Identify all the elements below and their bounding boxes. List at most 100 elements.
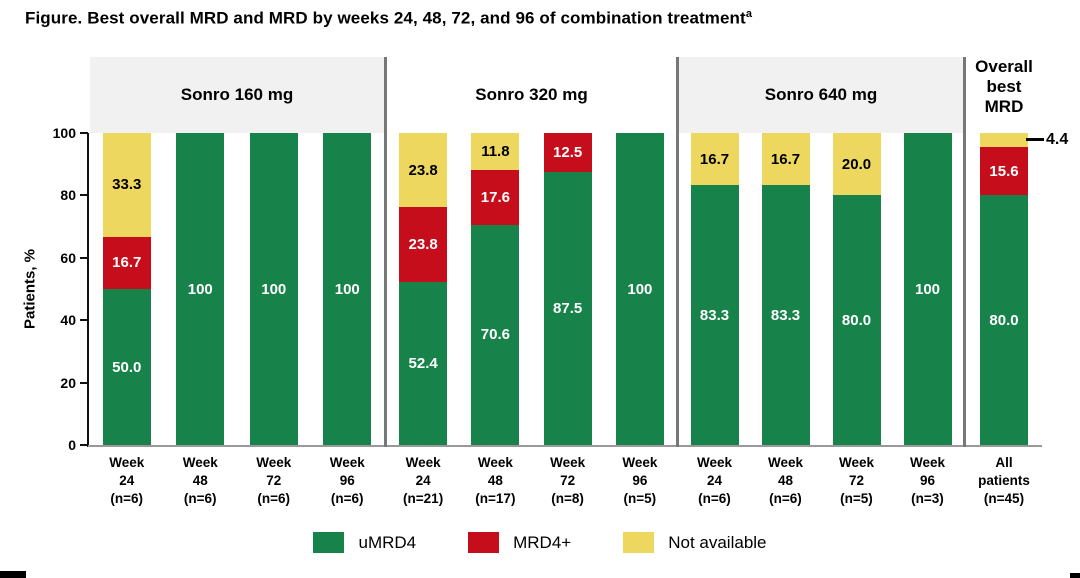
bar-axis-label: Week 96 (n=5) bbox=[622, 454, 657, 507]
bar-column-week-48-n-17: 11.8 17.6 70.6 Week 48 (n=17) bbox=[459, 133, 531, 507]
legend-item-not-available: Not available bbox=[623, 532, 767, 553]
bar-segment-umrd4: 100 bbox=[903, 133, 952, 445]
panel-overall-best-mrd: Overall best MRD 15.6 80.0 All patients (n=45) bbox=[966, 57, 1042, 507]
bar-axis-label-line: Week bbox=[622, 455, 658, 470]
panel-title-line: Sonro 160 mg bbox=[180, 84, 294, 104]
bar-column-week-72-n-6: 100 Week 72 (n=6) bbox=[237, 133, 311, 507]
panel-header: Sonro 320 mg bbox=[387, 57, 676, 133]
bar-segment-umrd4: 83.3 bbox=[690, 185, 739, 445]
panel-title-line: Sonro 640 mg bbox=[764, 84, 878, 104]
not-available-swatch bbox=[623, 532, 655, 553]
y-tick-mark bbox=[80, 381, 88, 384]
bar-segment-umrd4: 80.0 bbox=[832, 195, 881, 445]
bar-axis-label-line: 72 bbox=[848, 472, 865, 488]
mrd4-swatch bbox=[468, 532, 500, 553]
bar-segment-umrd4: 80.0 bbox=[980, 195, 1028, 445]
umrd4-swatch bbox=[313, 532, 345, 553]
bar-stack: 100 bbox=[176, 133, 225, 445]
bar-stack: 23.8 23.8 52.4 bbox=[399, 133, 448, 445]
panel-title-sonro-160-mg: Sonro 160 mg bbox=[181, 85, 293, 105]
bar-axis-label-line: 72 bbox=[266, 472, 282, 488]
bar-axis-label-line: Week bbox=[182, 455, 218, 470]
panel-divider bbox=[963, 57, 966, 447]
bar-stack: 11.8 17.6 70.6 bbox=[471, 133, 520, 445]
bar-column-week-96-n-6: 100 Week 96 (n=6) bbox=[311, 133, 385, 507]
callout-value-label: 4.4 bbox=[1046, 130, 1069, 148]
bar-column-week-96-n-3: 100 Week 96 (n=3) bbox=[892, 133, 963, 507]
bar-stack: 15.6 80.0 bbox=[980, 133, 1028, 445]
legend-label: uMRD4 bbox=[358, 532, 417, 552]
bar-axis-label-line: (n=5) bbox=[840, 490, 873, 506]
bar-column-week-48-n-6: 100 Week 48 (n=6) bbox=[164, 133, 238, 507]
bottom-right-corner-mark bbox=[1070, 573, 1080, 578]
panel-sonro-640-mg: Sonro 640 mg 16.7 83.3 Week 24 (n=6) 16.7 83.3 W… bbox=[679, 57, 963, 507]
bar-axis-label-line: (n=6) bbox=[183, 490, 217, 506]
bar-axis-label-line: (n=6) bbox=[698, 490, 731, 506]
bar-stack: 100 bbox=[323, 133, 372, 445]
x-axis-line bbox=[88, 445, 1042, 447]
bar-axis-label-line: (n=5) bbox=[623, 490, 657, 506]
bar-axis-label-line: (n=6) bbox=[769, 490, 802, 506]
bar-stack: 100 bbox=[903, 133, 952, 445]
bar-stack: 100 bbox=[615, 133, 664, 445]
legend: uMRD4 MRD4+ Not available bbox=[0, 532, 1080, 553]
y-tick-label: 80 bbox=[60, 187, 76, 204]
bar-column-week-24-n-21: 23.8 23.8 52.4 Week 24 (n=21) bbox=[387, 133, 459, 507]
bar-segment-mrd4: 16.7 bbox=[102, 236, 151, 289]
legend-label: MRD4+ bbox=[513, 532, 572, 552]
bar-axis-label: Week 24 (n=6) bbox=[109, 454, 144, 507]
y-tick-label: 20 bbox=[60, 374, 76, 391]
bar-axis-label-line: 24 bbox=[706, 472, 723, 488]
panel-sonro-160-mg: Sonro 160 mg 33.3 16.7 50.0 Week 24 (n=6) 100 We… bbox=[90, 57, 384, 507]
bar-column-week-72-n-5: 20.0 80.0 Week 72 (n=5) bbox=[821, 133, 892, 507]
bar-segment-mrd4: 12.5 bbox=[543, 133, 592, 172]
bar-axis-label-line: Week bbox=[838, 455, 875, 470]
chart-title-text: Figure. Best overall MRD and MRD by week… bbox=[25, 8, 746, 28]
bar-stack: 12.5 87.5 bbox=[543, 133, 592, 445]
bar-segment-mrd4: 23.8 bbox=[399, 207, 448, 282]
bar-axis-label: Week 48 (n=17) bbox=[475, 454, 515, 507]
bar-column-all-patients-n-45: 15.6 80.0 All patients (n=45) bbox=[966, 133, 1042, 507]
bars-row: 16.7 83.3 Week 24 (n=6) 16.7 83.3 Week 48 (n=6) 20… bbox=[679, 133, 963, 507]
bar-segment-not-available: 23.8 bbox=[399, 133, 448, 208]
bar-axis-label: Week 72 (n=8) bbox=[550, 454, 585, 507]
y-axis-line bbox=[87, 133, 89, 447]
y-tick-mark bbox=[80, 132, 88, 134]
bar-segment-not-available: 33.3 bbox=[102, 133, 151, 237]
legend-item-umrd4: uMRD4 bbox=[313, 532, 416, 553]
panel-sonro-320-mg: Sonro 320 mg 23.8 23.8 52.4 Week 24 (n=21) 11.8… bbox=[387, 57, 676, 507]
y-tick-mark bbox=[80, 194, 88, 197]
bar-column-week-72-n-8: 12.5 87.5 Week 72 (n=8) bbox=[532, 133, 604, 507]
bar-stack: 20.0 80.0 bbox=[832, 133, 881, 445]
bar-segment-not-available: 16.7 bbox=[690, 133, 739, 186]
bar-axis-label-line: Week bbox=[477, 455, 513, 470]
bar-axis-label: Week 96 (n=6) bbox=[330, 454, 365, 507]
bar-segment-not-available: 11.8 bbox=[471, 133, 520, 170]
panel-header: Sonro 640 mg bbox=[679, 57, 963, 133]
panel-title-line: Sonro 320 mg bbox=[475, 84, 588, 104]
legend-label: Not available bbox=[668, 532, 767, 552]
bar-axis-label-line: (n=45) bbox=[983, 490, 1025, 506]
bar-segment-mrd4: 17.6 bbox=[471, 169, 520, 225]
bar-axis-label-line: 48 bbox=[487, 472, 503, 488]
panel-divider bbox=[676, 57, 679, 447]
bar-axis-label-line: 48 bbox=[192, 472, 208, 488]
bar-axis-label-line: (n=17) bbox=[475, 490, 516, 506]
y-tick-label: 60 bbox=[60, 249, 76, 266]
bars-row: 23.8 23.8 52.4 Week 24 (n=21) 11.8 17.6 70.6 Week… bbox=[387, 133, 676, 507]
panel-title-line: Overall bbox=[975, 57, 1033, 76]
bar-segment-umrd4: 83.3 bbox=[761, 185, 810, 445]
callout-line bbox=[1026, 138, 1044, 142]
bar-axis-label-line: 48 bbox=[777, 472, 794, 488]
bar-segment-not-available bbox=[980, 133, 1028, 147]
bar-stack: 33.3 16.7 50.0 bbox=[102, 133, 151, 445]
bar-axis-label: Week 24 (n=21) bbox=[403, 454, 443, 507]
bar-axis-label-line: (n=8) bbox=[551, 490, 584, 506]
panel-header: Sonro 160 mg bbox=[90, 57, 384, 133]
panel-title-overall-best-mrd: Overall best MRD bbox=[975, 57, 1033, 117]
bar-axis-label: Week 72 (n=5) bbox=[839, 454, 874, 507]
bar-segment-umrd4: 100 bbox=[249, 133, 298, 445]
bar-axis-label: Week 48 (n=6) bbox=[768, 454, 803, 507]
bottom-left-corner-mark bbox=[0, 571, 26, 578]
